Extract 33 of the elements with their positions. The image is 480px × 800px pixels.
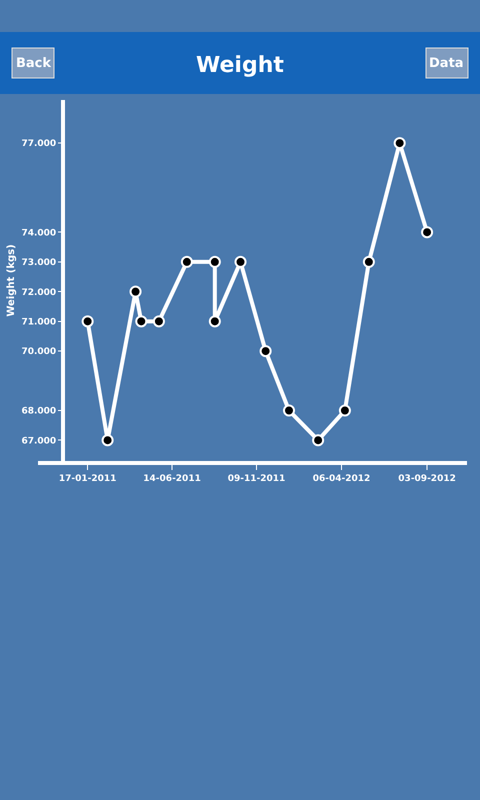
y-tick-label: 77.000 bbox=[21, 139, 56, 150]
y-tick-label: 73.000 bbox=[21, 258, 56, 268]
point bbox=[82, 315, 94, 328]
point bbox=[234, 256, 247, 268]
y-tick-label: 68.000 bbox=[21, 406, 56, 417]
y-tick-label: 74.000 bbox=[21, 228, 56, 238]
x-tick-label: 09-11-2011 bbox=[228, 474, 286, 484]
point bbox=[421, 226, 434, 238]
chart-title: Weight bbox=[196, 53, 284, 78]
x-tick-label: 06-04-2012 bbox=[312, 474, 370, 484]
point bbox=[312, 434, 324, 446]
text: Back bbox=[16, 56, 52, 71]
point bbox=[260, 345, 272, 358]
point bbox=[338, 404, 351, 416]
point bbox=[102, 434, 114, 446]
x-tick-label: 14-06-2011 bbox=[143, 474, 201, 484]
point bbox=[208, 315, 221, 328]
text: Data bbox=[429, 56, 464, 71]
point bbox=[180, 256, 193, 268]
point bbox=[152, 315, 165, 328]
point bbox=[283, 404, 296, 416]
y-tick-label: 71.000 bbox=[21, 318, 56, 328]
point bbox=[362, 256, 375, 268]
point bbox=[208, 256, 221, 268]
y-tick-label: 72.000 bbox=[21, 288, 56, 298]
point bbox=[130, 286, 142, 298]
x-tick-label: 03-09-2012 bbox=[398, 474, 456, 484]
x-tick-label: 17-01-2011 bbox=[58, 474, 116, 484]
y-tick-label: 70.000 bbox=[21, 347, 56, 358]
y-axis-title: Weight (kgs) bbox=[6, 244, 17, 317]
point bbox=[394, 137, 406, 150]
y-tick-label: 67.000 bbox=[21, 436, 56, 446]
point bbox=[135, 315, 148, 328]
